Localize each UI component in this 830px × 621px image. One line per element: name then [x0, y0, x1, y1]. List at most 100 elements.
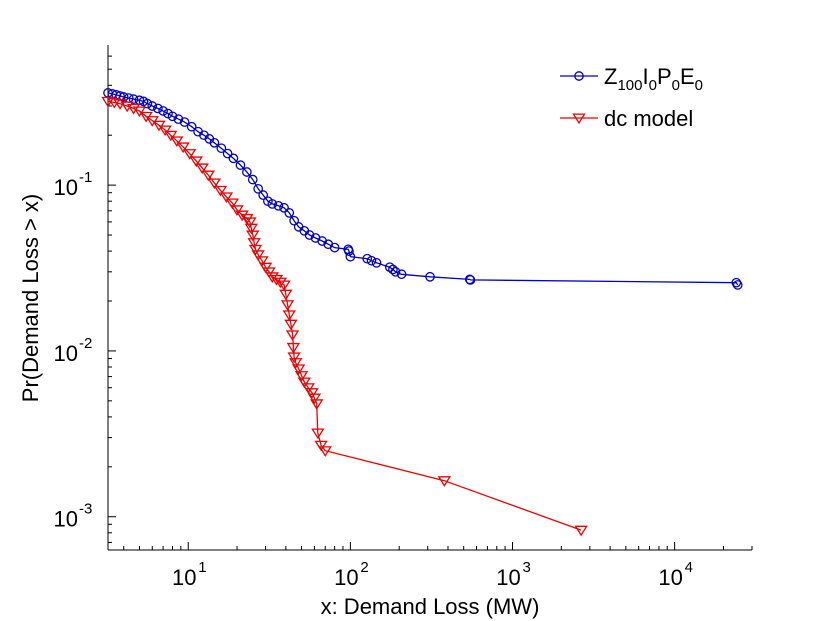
data-point [186, 121, 197, 132]
data-point [317, 236, 328, 246]
data-point [246, 230, 260, 242]
data-point [384, 262, 395, 273]
data-point [284, 208, 295, 218]
data-point [167, 111, 178, 122]
data-point [258, 190, 269, 200]
data-point [396, 269, 407, 280]
data-point [314, 440, 328, 452]
data-point [437, 476, 452, 487]
data-point [255, 256, 269, 267]
data-point [235, 210, 249, 222]
plot-area [107, 45, 752, 551]
data-point [279, 202, 289, 213]
series-layer [101, 88, 743, 537]
data-point [267, 199, 278, 209]
data-point [189, 156, 203, 168]
data-point [390, 266, 401, 277]
data-point [207, 178, 222, 190]
data-point [240, 213, 254, 225]
data-point [213, 185, 228, 197]
data-point [128, 94, 139, 104]
data-point [371, 257, 382, 268]
data-point [170, 136, 184, 147]
data-point [228, 153, 239, 164]
data-point [244, 223, 259, 235]
data-point [176, 142, 190, 154]
data-point [366, 255, 377, 266]
data-point [243, 217, 257, 229]
data-point [289, 358, 303, 369]
data-point [222, 148, 233, 159]
data-point [465, 275, 476, 285]
legend-label: Z100I0P0E0 [604, 64, 703, 94]
data-point [209, 137, 220, 148]
legend-item-0: Z100I0P0E0 [560, 64, 703, 94]
data-point [251, 250, 265, 261]
data-point [265, 272, 279, 283]
data-point [225, 198, 239, 210]
data-point [126, 103, 141, 115]
data-point [142, 98, 153, 109]
data-point [195, 163, 209, 175]
data-point [307, 393, 322, 405]
data-point [182, 149, 197, 160]
data-point [242, 167, 252, 177]
data-point [269, 274, 284, 286]
data-point [310, 399, 324, 410]
legend-text-part: P [657, 64, 672, 89]
axis-ticks: 10 1 10 2 10 3 10 410 -110 -210 -3 [54, 55, 753, 590]
data-point [285, 330, 300, 342]
data-point [280, 300, 295, 311]
y-tick-exponent: -1 [79, 169, 92, 186]
data-point [344, 246, 354, 256]
data-point [297, 377, 311, 389]
data-point [247, 238, 261, 249]
data-point [304, 230, 315, 240]
data-point [164, 130, 178, 142]
data-point [289, 215, 299, 226]
data-point [158, 125, 172, 137]
data-point [284, 319, 298, 331]
data-point [273, 277, 288, 289]
data-point [345, 251, 356, 262]
y-tick-exponent: -3 [79, 501, 92, 518]
data-point [147, 101, 158, 111]
x-tick-label: 10 [496, 565, 520, 590]
y-tick-label: 10 [54, 507, 78, 532]
data-point [287, 352, 301, 364]
series-0 [103, 88, 743, 290]
data-point [158, 106, 168, 116]
data-point [305, 388, 319, 399]
legend-text-part: Z [604, 64, 617, 89]
data-point [731, 277, 742, 288]
data-point [388, 264, 398, 275]
legend-subscript: 0 [672, 77, 680, 94]
data-point [235, 160, 246, 170]
x-axis-label: x: Demand Loss (MW) [321, 594, 540, 619]
data-point [219, 192, 234, 204]
x-tick-label: 10 [658, 565, 682, 590]
data-point [247, 174, 258, 185]
data-point [277, 280, 291, 292]
data-point [294, 371, 309, 382]
data-point [732, 280, 743, 290]
data-point [118, 92, 129, 102]
x-tick-exponent: 4 [685, 559, 693, 576]
data-point [282, 310, 296, 322]
y-tick-label: 10 [54, 341, 78, 366]
y-tick-exponent: -2 [79, 335, 92, 352]
data-point [311, 428, 325, 440]
x-tick-label: 10 [334, 565, 358, 590]
legend-text-part: I [642, 64, 648, 89]
data-point [248, 244, 263, 256]
y-tick-label: 10 [54, 175, 78, 200]
data-point [173, 114, 184, 124]
legend-marker [574, 71, 584, 81]
x-tick-exponent: 1 [198, 559, 206, 576]
data-point [216, 143, 227, 154]
data-point [574, 525, 588, 537]
x-tick-exponent: 2 [360, 559, 368, 576]
data-point [230, 205, 244, 216]
